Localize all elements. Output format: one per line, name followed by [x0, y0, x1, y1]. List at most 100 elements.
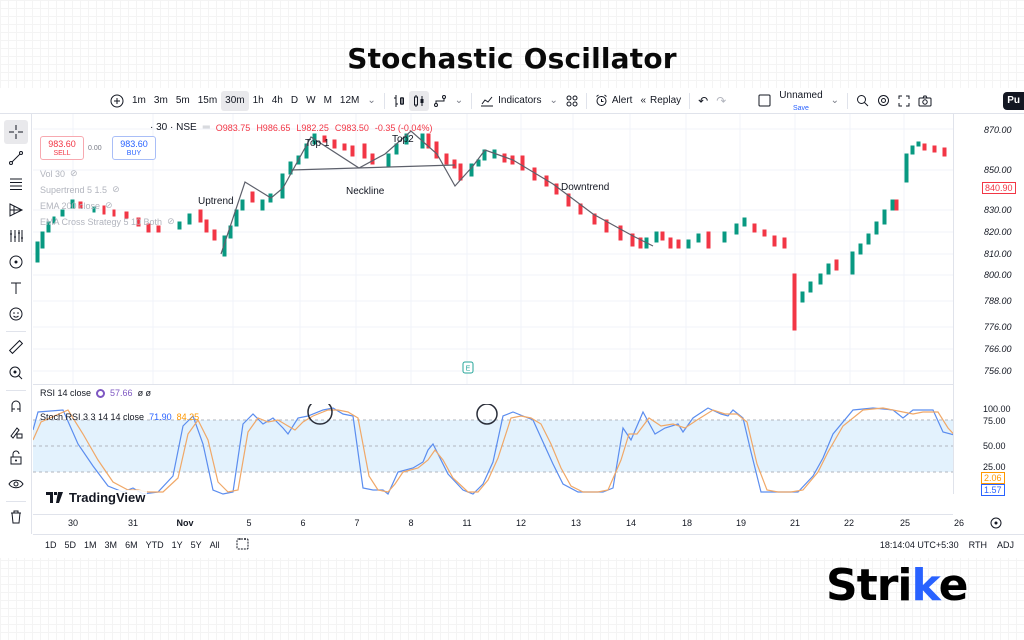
range-ytd[interactable]: YTD	[145, 539, 164, 550]
fib-retracement-icon[interactable]	[4, 172, 28, 196]
range-1d[interactable]: 1D	[45, 539, 57, 550]
chevron-down-icon[interactable]: ⌄	[454, 94, 464, 106]
interval-5m[interactable]: 5m	[175, 94, 190, 106]
time-tick: 6	[300, 518, 306, 528]
interval-1m[interactable]: 1m	[132, 94, 146, 106]
axis-settings-icon[interactable]	[990, 516, 1002, 534]
range-1y[interactable]: 1Y	[171, 539, 183, 550]
eye-hidden-icon[interactable]: ⊘	[167, 216, 175, 226]
chevron-down-icon[interactable]: ⌄	[367, 94, 376, 106]
time-axis[interactable]: 30 31 Nov 5 6 7 8 11 12 13 14 18 19 21 2…	[33, 514, 964, 530]
pane-separator[interactable]	[33, 384, 953, 385]
interval-30m[interactable]: 30m	[221, 90, 249, 111]
layouts-grid-icon[interactable]	[562, 91, 582, 111]
legend-ema-cross[interactable]: EMA Cross Strategy 5 10 Both ⊘	[40, 216, 175, 227]
fullscreen-icon[interactable]	[894, 91, 914, 111]
price-chart[interactable]: E	[33, 114, 953, 384]
rsi-legend[interactable]: RSI 14 close 57.66 ø ø	[40, 388, 151, 398]
camera-snapshot-icon[interactable]	[914, 91, 936, 111]
rsi-value: 57.66	[110, 388, 133, 398]
clock[interactable]: 18:14:04 UTC+5:30	[879, 539, 959, 550]
undo-icon[interactable]: ↶	[698, 93, 709, 108]
prediction-tool-icon[interactable]	[4, 224, 28, 248]
interval-12m[interactable]: 12M	[339, 94, 360, 106]
crosshair-icon[interactable]	[3, 120, 28, 144]
layout-checkbox-icon[interactable]	[754, 91, 775, 111]
zoom-in-icon[interactable]	[4, 361, 28, 385]
ruler-measure-icon[interactable]	[4, 335, 28, 359]
ohlc-high: H986.65	[256, 122, 291, 133]
annotation-top2: Top2	[392, 134, 414, 145]
interval-4h[interactable]: 4h	[271, 94, 283, 106]
bar-chart-type-icon[interactable]	[389, 91, 409, 111]
redo-icon[interactable]: ↷	[716, 93, 727, 108]
stoch-legend[interactable]: Stoch RSI 3 3 14 14 close 71.90 84.25	[40, 412, 199, 422]
bottom-bar: 1D 5D 1M 3M 6M YTD 1Y 5Y All 18:14:04 UT…	[33, 534, 1024, 554]
price-tick: 788.00	[984, 296, 1012, 306]
interval-3m[interactable]: 3m	[153, 94, 168, 106]
trend-line-icon[interactable]	[4, 146, 28, 170]
settings-gear-icon[interactable]	[873, 91, 894, 111]
eye-hide-icon[interactable]	[4, 472, 28, 496]
time-tick: 26	[953, 518, 965, 528]
eye-hidden-icon[interactable]: ⊘	[112, 184, 120, 194]
buy-button[interactable]: 983.60 BUY	[112, 136, 156, 160]
unlock-icon[interactable]	[4, 446, 28, 470]
adjust-toggle[interactable]: ADJ	[996, 539, 1014, 550]
eye-hidden-icon[interactable]: ⊘	[70, 168, 78, 178]
pattern-tool-icon[interactable]	[4, 198, 28, 222]
range-3m[interactable]: 3M	[104, 539, 118, 550]
top-toolbar: 1m 3m 5m 15m 30m 1h 4h D W M 12M ⌄ ⌄ Ind…	[0, 88, 1024, 114]
publish-button[interactable]: Pu	[1003, 91, 1024, 110]
legend-volume[interactable]: Vol 30 ⊘	[40, 168, 78, 179]
range-5d[interactable]: 5D	[64, 539, 77, 550]
chevron-down-icon[interactable]: ⌄	[549, 94, 558, 106]
stoch-rsi-chart[interactable]	[33, 404, 953, 504]
candles	[35, 133, 947, 331]
alarm-clock-icon	[596, 94, 607, 106]
price-axis[interactable]: 870.00 850.00 830.00 820.00 810.00 800.0…	[953, 114, 1024, 494]
legend-ema200[interactable]: EMA 200 close ⊘	[40, 200, 113, 211]
interval-1h[interactable]: 1h	[252, 94, 264, 106]
lock-drawings-icon[interactable]	[4, 420, 28, 444]
alert-button[interactable]: Alert	[591, 91, 637, 111]
range-all[interactable]: All	[209, 539, 220, 550]
interval-d[interactable]: D	[290, 94, 299, 106]
time-tick: 19	[735, 518, 747, 528]
legend-supertrend[interactable]: Supertrend 5 1.5 ⊘	[40, 184, 120, 195]
indicators-button[interactable]: Indicators	[476, 91, 545, 111]
stoch-tick: 50.00	[983, 441, 1006, 451]
annotation-top1: Top 1	[305, 138, 330, 149]
divider	[689, 92, 691, 109]
stoch-k-line	[33, 407, 953, 495]
time-tick: 25	[899, 518, 911, 528]
layout-name-button[interactable]: Unnamed Save	[775, 90, 826, 112]
legend-label: EMA 200 close	[40, 200, 101, 211]
eye-hidden-icon[interactable]: ⊘	[105, 200, 113, 210]
trash-icon[interactable]	[4, 505, 28, 529]
range-1m[interactable]: 1M	[84, 539, 97, 550]
interval-15m[interactable]: 15m	[197, 94, 218, 106]
magnet-icon[interactable]	[4, 394, 28, 418]
quick-search-icon[interactable]	[852, 91, 873, 111]
stoch-axis[interactable]: 100.00 75.00 50.00 25.00 2.06 1.57	[953, 404, 1024, 514]
chevron-down-icon[interactable]: ⌄	[830, 94, 840, 106]
compare-icon[interactable]	[429, 91, 451, 111]
session-toggle[interactable]: RTH	[968, 539, 987, 550]
range-5y[interactable]: 5Y	[190, 539, 202, 550]
sell-button[interactable]: 983.60 SELL	[40, 136, 84, 160]
emoji-icon[interactable]	[4, 302, 28, 326]
candles-chart-type-icon[interactable]	[408, 90, 429, 111]
page-title: Stochastic Oscillator	[347, 42, 677, 75]
geometric-shapes-icon[interactable]	[4, 250, 28, 274]
add-symbol-icon[interactable]	[106, 91, 128, 111]
text-tool-icon[interactable]	[4, 276, 28, 300]
replay-button[interactable]: « Replay	[636, 91, 685, 111]
interval-m[interactable]: M	[323, 94, 332, 106]
interval-w[interactable]: W	[306, 94, 316, 106]
symbol-interval: · 30 · NSE	[150, 122, 197, 133]
range-6m[interactable]: 6M	[125, 539, 138, 550]
go-to-date-icon[interactable]	[236, 537, 249, 552]
tradingview-logo[interactable]: TradingView	[44, 490, 148, 505]
symbol-header[interactable]: · 30 · NSE ═ O983.75 H986.65 L982.25 C98…	[150, 122, 432, 133]
